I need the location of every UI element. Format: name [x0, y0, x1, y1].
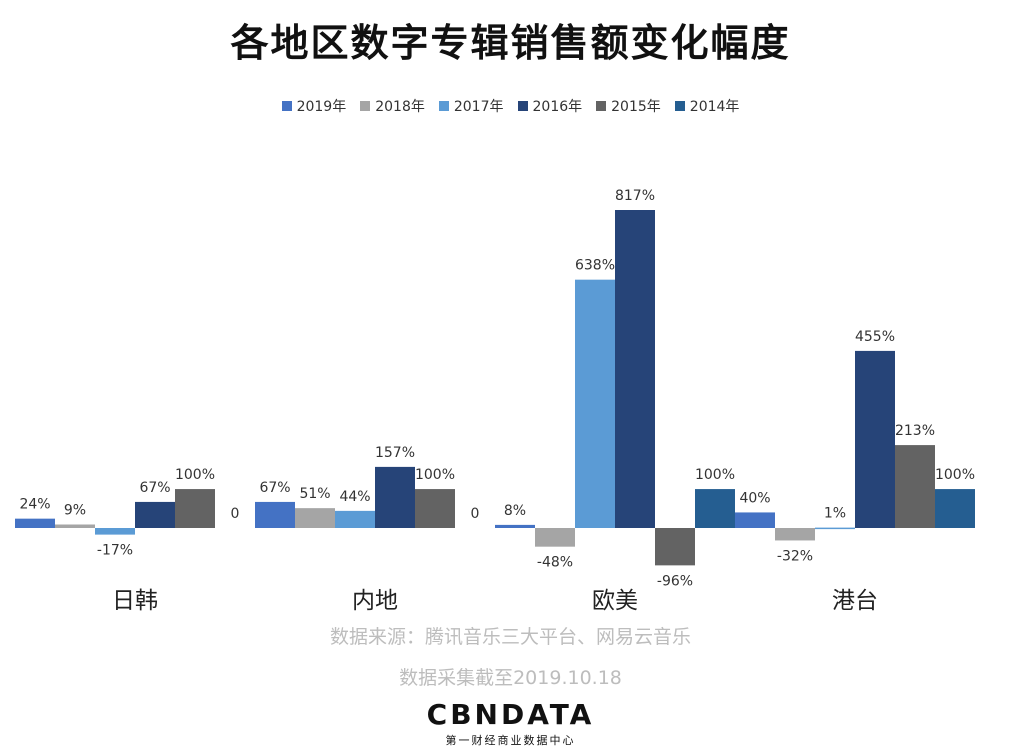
data-label: 44%	[339, 489, 370, 505]
chart-title: 各地区数字专辑销售额变化幅度	[230, 21, 791, 65]
legend-swatch	[281, 101, 292, 111]
bar	[55, 524, 95, 528]
data-label: -48%	[537, 555, 573, 571]
data-label: -17%	[97, 543, 133, 559]
bar	[695, 489, 735, 528]
data-label: 100%	[175, 467, 215, 483]
legend-item: 2019年	[281, 96, 347, 116]
data-label: 1%	[824, 506, 846, 522]
data-label: 100%	[415, 467, 455, 483]
data-label: 817%	[615, 188, 655, 204]
legend-swatch	[596, 101, 607, 111]
data-label: 40%	[739, 490, 770, 506]
data-label: -96%	[657, 573, 693, 589]
bar	[495, 524, 535, 528]
category-label: 欧美	[592, 588, 638, 614]
data-label: 51%	[299, 486, 330, 502]
bar	[15, 518, 55, 528]
data-label: 67%	[139, 480, 170, 496]
data-label: 100%	[935, 467, 975, 483]
legend-swatch	[674, 101, 685, 111]
data-label: 24%	[19, 497, 50, 513]
bar	[815, 527, 855, 530]
data-label: 0	[231, 506, 240, 522]
brand-name: CBNDATA	[426, 698, 595, 731]
data-label: 455%	[855, 329, 895, 345]
legend-label: 2019年	[296, 99, 347, 115]
legend-label: 2018年	[375, 99, 425, 115]
data-source-note: 数据来源：腾讯音乐三大平台、网易云音乐	[329, 626, 691, 648]
legend-item: 2017年	[438, 96, 504, 116]
brand-logo: CBNDATA 第一财经商业数据中心	[0, 700, 1021, 748]
legend-item: 2014年	[674, 96, 740, 116]
bar	[175, 489, 215, 528]
data-label: 157%	[375, 445, 415, 461]
category-label: 日韩	[112, 588, 158, 614]
bar	[855, 350, 895, 528]
category-label: 港台	[832, 588, 878, 614]
bar	[255, 501, 295, 528]
legend-label: 2017年	[453, 99, 504, 115]
bar	[775, 528, 815, 541]
category-label: 内地	[352, 588, 398, 614]
data-label: -32%	[777, 548, 813, 564]
bar	[575, 279, 615, 528]
bar	[375, 466, 415, 528]
bar	[615, 210, 655, 528]
legend-item: 2016年	[517, 96, 583, 116]
legend-label: 2016年	[532, 99, 583, 115]
bar	[535, 528, 575, 547]
bar	[335, 510, 375, 528]
data-label: 638%	[575, 258, 615, 274]
legend-label: 2015年	[611, 99, 661, 115]
bar	[935, 489, 975, 528]
bar	[895, 445, 935, 528]
legend-swatch	[360, 101, 371, 111]
legend-label: 2014年	[689, 99, 740, 115]
legend-swatch	[438, 101, 449, 111]
data-label: 67%	[259, 480, 290, 496]
bar	[135, 501, 175, 528]
bar	[95, 528, 135, 535]
bar	[655, 528, 695, 566]
bar	[415, 489, 455, 528]
legend-item: 2018年	[360, 96, 425, 116]
data-label: 0	[471, 506, 480, 522]
chart-legend: 2019年 2018年 2017年 2016年 2015年 2014年	[0, 96, 1021, 116]
legend-item: 2015年	[596, 96, 661, 116]
data-label: 8%	[504, 503, 526, 519]
bar	[735, 512, 775, 528]
data-label: 9%	[64, 502, 86, 518]
bar	[295, 508, 335, 528]
data-date-note: 数据采集截至2019.10.18	[399, 667, 622, 689]
legend-swatch	[517, 101, 528, 111]
data-label: 213%	[895, 423, 935, 439]
brand-subtitle: 第一财经商业数据中心	[445, 734, 576, 747]
data-label: 100%	[695, 467, 735, 483]
